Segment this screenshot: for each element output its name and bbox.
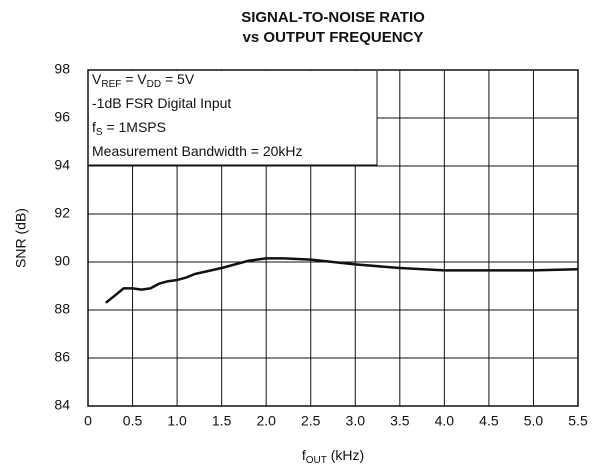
x-tick-label: 5.0: [524, 413, 544, 429]
x-tick-label: 2.5: [301, 413, 321, 429]
x-tick-label: 3.0: [346, 413, 366, 429]
annotation-part: Measurement Bandwidth = 20kHz: [92, 143, 303, 159]
annotation-part: S: [96, 127, 103, 138]
x-tick-label: 1.5: [212, 413, 232, 429]
annotation-part: -1dB FSR Digital Input: [92, 95, 231, 111]
x-tick-label: 3.5: [390, 413, 410, 429]
x-tick-label: 2.0: [256, 413, 276, 429]
annotation-part: DD: [147, 79, 161, 90]
data-line: [105, 257, 579, 304]
annotation-part: = 5V: [161, 71, 195, 87]
y-axis-label: SNR (dB): [13, 208, 29, 268]
x-tick-label: 4.5: [479, 413, 499, 429]
y-tick-label: 84: [54, 397, 70, 413]
x-axis-label-part: f: [302, 447, 306, 463]
plot-frame: [87, 69, 579, 407]
x-tick-label: 0: [84, 413, 92, 429]
x-axis-label: fOUT (kHz): [302, 447, 364, 466]
chart-title: SIGNAL-TO-NOISE RATIO: [241, 9, 425, 26]
annotation-part: f: [92, 119, 96, 135]
x-tick-label: 0.5: [123, 413, 143, 429]
y-tick-label: 86: [54, 349, 70, 365]
y-tick-label: 94: [54, 157, 70, 173]
annotation: Measurement Bandwidth = 20kHz: [92, 143, 303, 159]
annotation: fS = 1MSPS: [92, 119, 166, 138]
annotation-part: = 1MSPS: [103, 119, 166, 135]
x-tick-label: 5.5: [568, 413, 588, 429]
annotation: -1dB FSR Digital Input: [92, 95, 231, 111]
annotation-box-edge: [89, 71, 378, 166]
x-tick-label: 1.0: [167, 413, 187, 429]
annotation-box: [89, 71, 377, 165]
y-tick-label: 92: [54, 205, 70, 221]
y-tick-label: 96: [54, 109, 70, 125]
y-tick-label: 98: [54, 61, 70, 77]
x-axis-label-part: OUT: [306, 455, 327, 466]
annotation: VREF = VDD = 5V: [92, 71, 195, 90]
x-axis-label-part: (kHz): [327, 447, 364, 463]
annotation-part: REF: [101, 79, 121, 90]
annotation-part: V: [92, 71, 102, 87]
chart-title: vs OUTPUT FREQUENCY: [243, 29, 424, 46]
x-tick-label: 4.0: [435, 413, 455, 429]
y-tick-label: 88: [54, 301, 70, 317]
annotation-part: = V: [121, 71, 147, 87]
y-tick-label: 90: [54, 253, 70, 269]
